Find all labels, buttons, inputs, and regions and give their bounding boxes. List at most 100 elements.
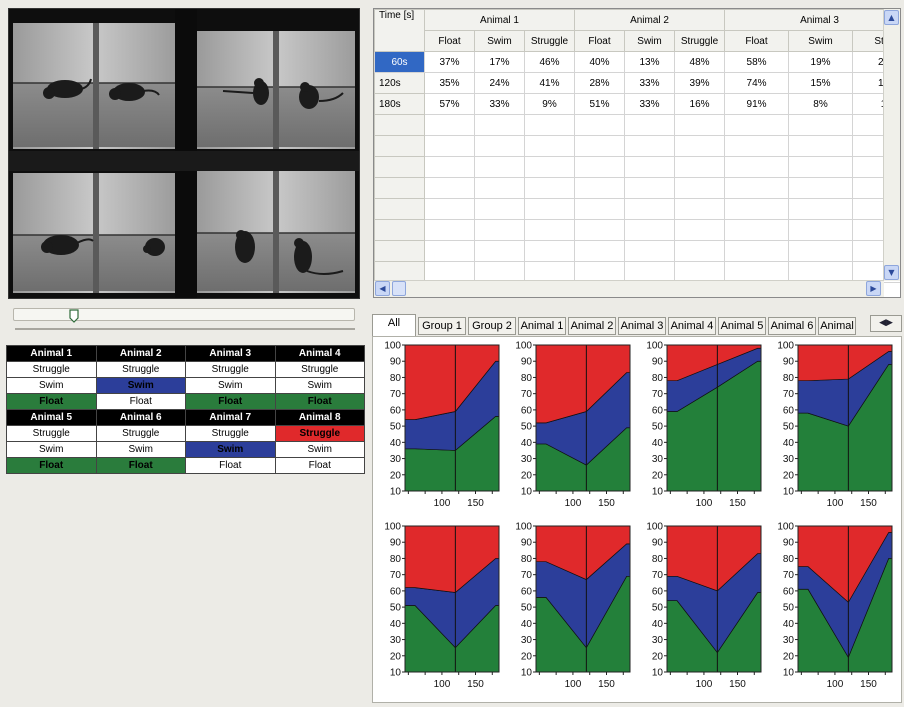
column-header[interactable]: Float <box>574 30 626 52</box>
time-cell[interactable]: 180s <box>374 93 425 115</box>
y-tick-label: 40 <box>390 619 402 630</box>
empty-cell <box>624 114 676 136</box>
column-header[interactable]: Swim <box>624 30 676 52</box>
empty-row <box>374 177 900 199</box>
empty-cell <box>788 135 854 157</box>
value-cell[interactable]: 91% <box>724 93 790 115</box>
column-header[interactable]: Float <box>724 30 790 52</box>
value-cell[interactable]: 58% <box>724 51 790 73</box>
tab-animal-5[interactable]: Animal 5 <box>718 317 766 335</box>
x-tick-label: 150 <box>598 498 615 509</box>
value-cell[interactable]: 57% <box>424 93 475 115</box>
animal-group-header[interactable]: Animal 2 <box>574 9 726 31</box>
value-cell[interactable]: 17% <box>474 51 525 73</box>
vertical-scrollbar[interactable]: ▲ ▼ <box>883 9 900 281</box>
value-cell[interactable]: 16% <box>674 93 726 115</box>
chart-5: 10 20 30 40 50 60 70 80 90 100 100 150 <box>384 522 500 690</box>
y-tick-label: 20 <box>783 651 795 662</box>
empty-cell <box>424 177 475 199</box>
y-tick-label: 30 <box>390 635 402 646</box>
timeline-slider[interactable] <box>13 308 355 330</box>
x-tick-label: 150 <box>467 498 484 509</box>
chart-areas <box>405 345 499 491</box>
value-cell[interactable]: 74% <box>724 72 790 94</box>
tab-animal-6[interactable]: Animal 6 <box>768 317 816 335</box>
tab-scroll-arrows-icon[interactable]: ◀▶ <box>870 315 902 332</box>
status-cell: Struggle <box>185 361 276 378</box>
value-cell[interactable]: 51% <box>574 93 626 115</box>
y-tick-label: 70 <box>783 389 795 400</box>
slider-track[interactable] <box>13 308 355 321</box>
y-tick-label: 50 <box>652 603 664 614</box>
empty-row <box>374 135 900 157</box>
tab-animal-3[interactable]: Animal 3 <box>618 317 666 335</box>
y-tick-label: 40 <box>783 438 795 449</box>
value-cell[interactable]: 15% <box>788 72 854 94</box>
empty-row <box>374 114 900 136</box>
y-tick-label: 30 <box>783 454 795 465</box>
value-cell[interactable]: 33% <box>474 93 525 115</box>
empty-cell <box>574 198 626 220</box>
y-tick-label: 50 <box>521 422 533 433</box>
y-tick-label: 40 <box>521 438 533 449</box>
empty-cell <box>474 198 525 220</box>
value-cell[interactable]: 33% <box>624 72 676 94</box>
y-tick-label: 80 <box>652 373 664 384</box>
column-header[interactable]: Float <box>424 30 475 52</box>
scroll-left-icon[interactable]: ◀ <box>375 281 390 296</box>
y-tick-label: 70 <box>652 570 664 581</box>
column-header[interactable]: Swim <box>474 30 525 52</box>
column-header[interactable]: Struggle <box>674 30 726 52</box>
value-cell[interactable]: 35% <box>424 72 475 94</box>
value-cell[interactable]: 39% <box>674 72 726 94</box>
animal-group-header[interactable]: Animal 1 <box>423 9 576 31</box>
empty-row <box>374 156 900 178</box>
y-tick-label: 20 <box>521 470 533 481</box>
tab-animal-2[interactable]: Animal 2 <box>568 317 616 335</box>
value-cell[interactable]: 9% <box>523 93 576 115</box>
animal-group-header[interactable]: Animal 3 <box>724 9 900 31</box>
tab-group-2[interactable]: Group 2 <box>468 317 516 335</box>
y-tick-label: 100 <box>515 341 532 352</box>
column-header[interactable]: Struggle <box>523 30 576 52</box>
time-column-header[interactable]: Time [s] <box>374 9 425 52</box>
horizontal-scrollbar[interactable]: ◀ ▶ <box>374 280 884 297</box>
time-cell[interactable]: 120s <box>374 72 425 94</box>
tab-animal-1[interactable]: Animal 1 <box>518 317 566 335</box>
value-cell[interactable]: 33% <box>624 93 676 115</box>
time-cell[interactable]: 60s <box>374 51 425 73</box>
value-cell[interactable]: 37% <box>424 51 475 73</box>
animal-header: Animal 8 <box>274 409 365 426</box>
slider-thumb[interactable] <box>69 309 79 323</box>
value-cell[interactable]: 8% <box>788 93 854 115</box>
value-cell[interactable]: 28% <box>574 72 626 94</box>
value-cell[interactable]: 46% <box>523 51 576 73</box>
value-cell[interactable]: 40% <box>574 51 626 73</box>
column-header[interactable]: Swim <box>788 30 854 52</box>
empty-cell <box>724 114 790 136</box>
tab-all[interactable]: All <box>372 314 416 336</box>
value-cell[interactable]: 13% <box>624 51 676 73</box>
y-tick-label: 80 <box>521 554 533 565</box>
scroll-right-icon[interactable]: ▶ <box>866 281 881 296</box>
scroll-down-icon[interactable]: ▼ <box>884 265 899 280</box>
tab-animal-4[interactable]: Animal 4 <box>668 317 716 335</box>
y-tick-label: 100 <box>384 522 401 533</box>
y-tick-label: 90 <box>521 357 533 368</box>
plot-frame <box>535 525 631 673</box>
plot-frame <box>666 344 762 492</box>
status-row: Swim Swim Swim Swim <box>6 377 365 394</box>
scroll-up-icon[interactable]: ▲ <box>884 10 899 25</box>
tab-group-1[interactable]: Group 1 <box>418 317 466 335</box>
value-cell[interactable]: 19% <box>788 51 854 73</box>
value-cell[interactable]: 48% <box>674 51 726 73</box>
scroll-thumb[interactable] <box>392 281 406 296</box>
value-cell[interactable]: 24% <box>474 72 525 94</box>
struggle-area <box>667 526 761 592</box>
tab-animal[interactable]: Animal <box>818 317 856 335</box>
value-cell[interactable]: 41% <box>523 72 576 94</box>
chart-areas <box>536 345 630 491</box>
